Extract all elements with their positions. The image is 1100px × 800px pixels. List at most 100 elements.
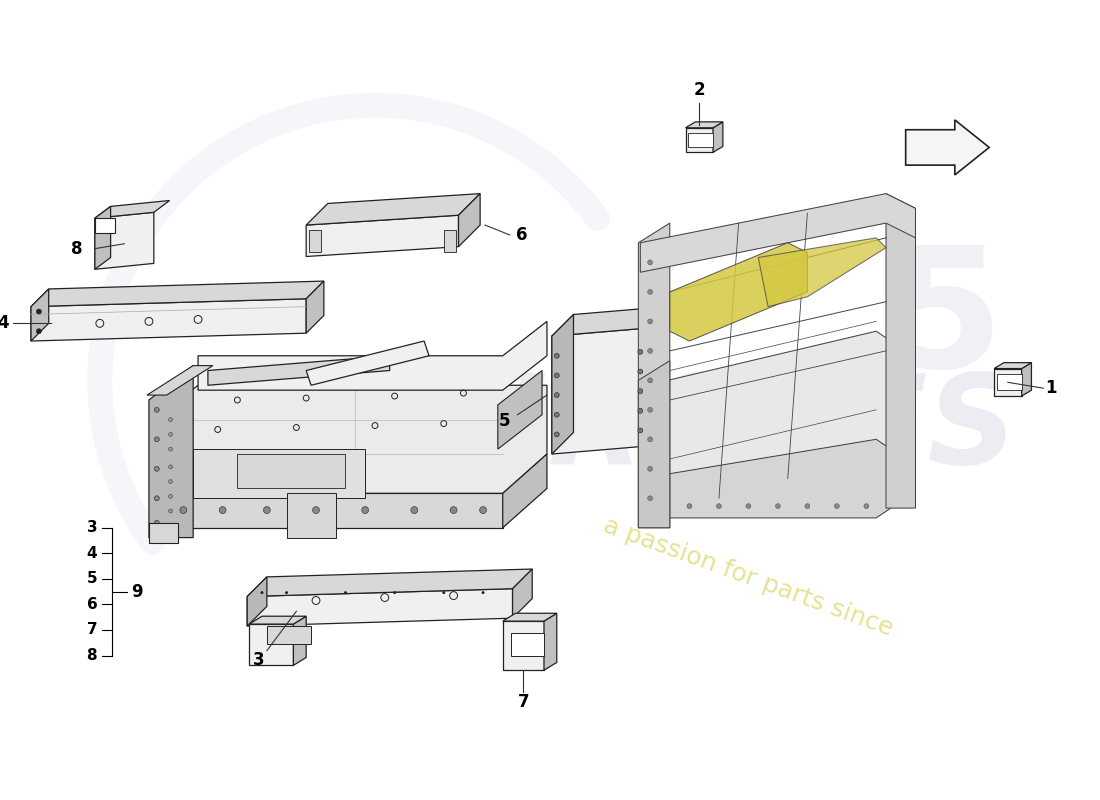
Text: 8: 8 [87, 648, 97, 663]
Text: 7: 7 [87, 622, 97, 638]
Circle shape [716, 504, 722, 509]
Polygon shape [552, 306, 667, 336]
Circle shape [746, 504, 751, 509]
Polygon shape [1022, 362, 1032, 396]
Circle shape [648, 260, 652, 265]
Polygon shape [31, 298, 306, 341]
Text: 8: 8 [72, 240, 82, 258]
Circle shape [219, 506, 227, 514]
Text: 5: 5 [499, 412, 510, 430]
Circle shape [480, 506, 486, 514]
Circle shape [638, 389, 642, 394]
Circle shape [648, 290, 652, 294]
Circle shape [168, 465, 173, 469]
Polygon shape [640, 194, 915, 272]
Polygon shape [208, 356, 389, 386]
Polygon shape [248, 589, 513, 626]
Polygon shape [294, 616, 306, 666]
Polygon shape [552, 314, 573, 454]
Polygon shape [154, 494, 503, 528]
Circle shape [482, 591, 485, 594]
Polygon shape [510, 633, 544, 655]
Polygon shape [646, 306, 667, 446]
Polygon shape [31, 289, 48, 341]
Circle shape [442, 591, 446, 594]
Circle shape [312, 506, 319, 514]
Circle shape [168, 418, 173, 422]
Polygon shape [306, 215, 459, 257]
Polygon shape [886, 194, 915, 508]
Text: 4: 4 [0, 314, 9, 332]
Polygon shape [148, 366, 194, 538]
Circle shape [344, 591, 346, 594]
Polygon shape [498, 370, 542, 449]
Text: 7: 7 [518, 693, 529, 710]
Polygon shape [513, 569, 532, 618]
Polygon shape [250, 616, 306, 624]
Circle shape [554, 373, 559, 378]
Polygon shape [503, 454, 547, 528]
Polygon shape [306, 281, 323, 333]
Circle shape [554, 354, 559, 358]
Polygon shape [905, 120, 989, 175]
Circle shape [638, 408, 642, 414]
Polygon shape [286, 494, 336, 538]
Circle shape [410, 506, 418, 514]
Text: 1: 1 [1045, 379, 1057, 398]
Text: 6: 6 [516, 226, 527, 244]
Circle shape [648, 349, 652, 354]
Polygon shape [443, 230, 455, 252]
Circle shape [36, 309, 42, 314]
Polygon shape [552, 328, 646, 454]
Polygon shape [194, 449, 365, 498]
Circle shape [835, 504, 839, 509]
Polygon shape [31, 281, 323, 306]
Text: 9: 9 [131, 582, 143, 601]
Polygon shape [503, 621, 544, 670]
Circle shape [648, 437, 652, 442]
Circle shape [554, 393, 559, 398]
Circle shape [362, 506, 369, 514]
Text: 3: 3 [253, 651, 265, 670]
Polygon shape [638, 223, 670, 528]
Polygon shape [238, 454, 345, 489]
Polygon shape [248, 569, 532, 597]
Polygon shape [685, 122, 723, 128]
Polygon shape [267, 626, 311, 644]
Polygon shape [95, 206, 111, 270]
Circle shape [180, 506, 187, 514]
Circle shape [450, 506, 456, 514]
Circle shape [776, 504, 780, 509]
Polygon shape [248, 577, 267, 626]
Circle shape [638, 428, 642, 433]
Text: a passion for parts since: a passion for parts since [601, 513, 896, 641]
Text: 5: 5 [887, 240, 1003, 403]
Polygon shape [95, 212, 154, 270]
Circle shape [154, 466, 160, 471]
Polygon shape [147, 366, 212, 395]
Circle shape [638, 350, 642, 354]
Circle shape [154, 496, 160, 501]
Polygon shape [95, 218, 114, 233]
Circle shape [648, 466, 652, 471]
Polygon shape [148, 523, 178, 542]
Circle shape [168, 433, 173, 436]
Polygon shape [685, 128, 713, 152]
Circle shape [168, 480, 173, 483]
Polygon shape [640, 439, 905, 518]
Polygon shape [459, 194, 480, 246]
Circle shape [154, 520, 160, 526]
Circle shape [261, 591, 263, 594]
Polygon shape [670, 242, 807, 341]
Polygon shape [503, 614, 557, 621]
Circle shape [648, 319, 652, 324]
Circle shape [554, 432, 559, 437]
Polygon shape [997, 374, 1022, 390]
Circle shape [168, 509, 173, 513]
Polygon shape [154, 386, 547, 494]
Polygon shape [544, 614, 557, 670]
Circle shape [285, 591, 288, 594]
Polygon shape [95, 201, 169, 218]
Polygon shape [994, 362, 1032, 369]
Circle shape [168, 494, 173, 498]
